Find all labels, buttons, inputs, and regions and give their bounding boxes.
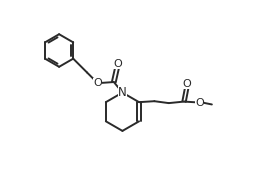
Text: O: O — [183, 79, 191, 89]
Text: O: O — [93, 78, 102, 88]
Text: N: N — [118, 86, 127, 99]
Text: O: O — [195, 97, 204, 108]
Text: O: O — [113, 59, 122, 69]
